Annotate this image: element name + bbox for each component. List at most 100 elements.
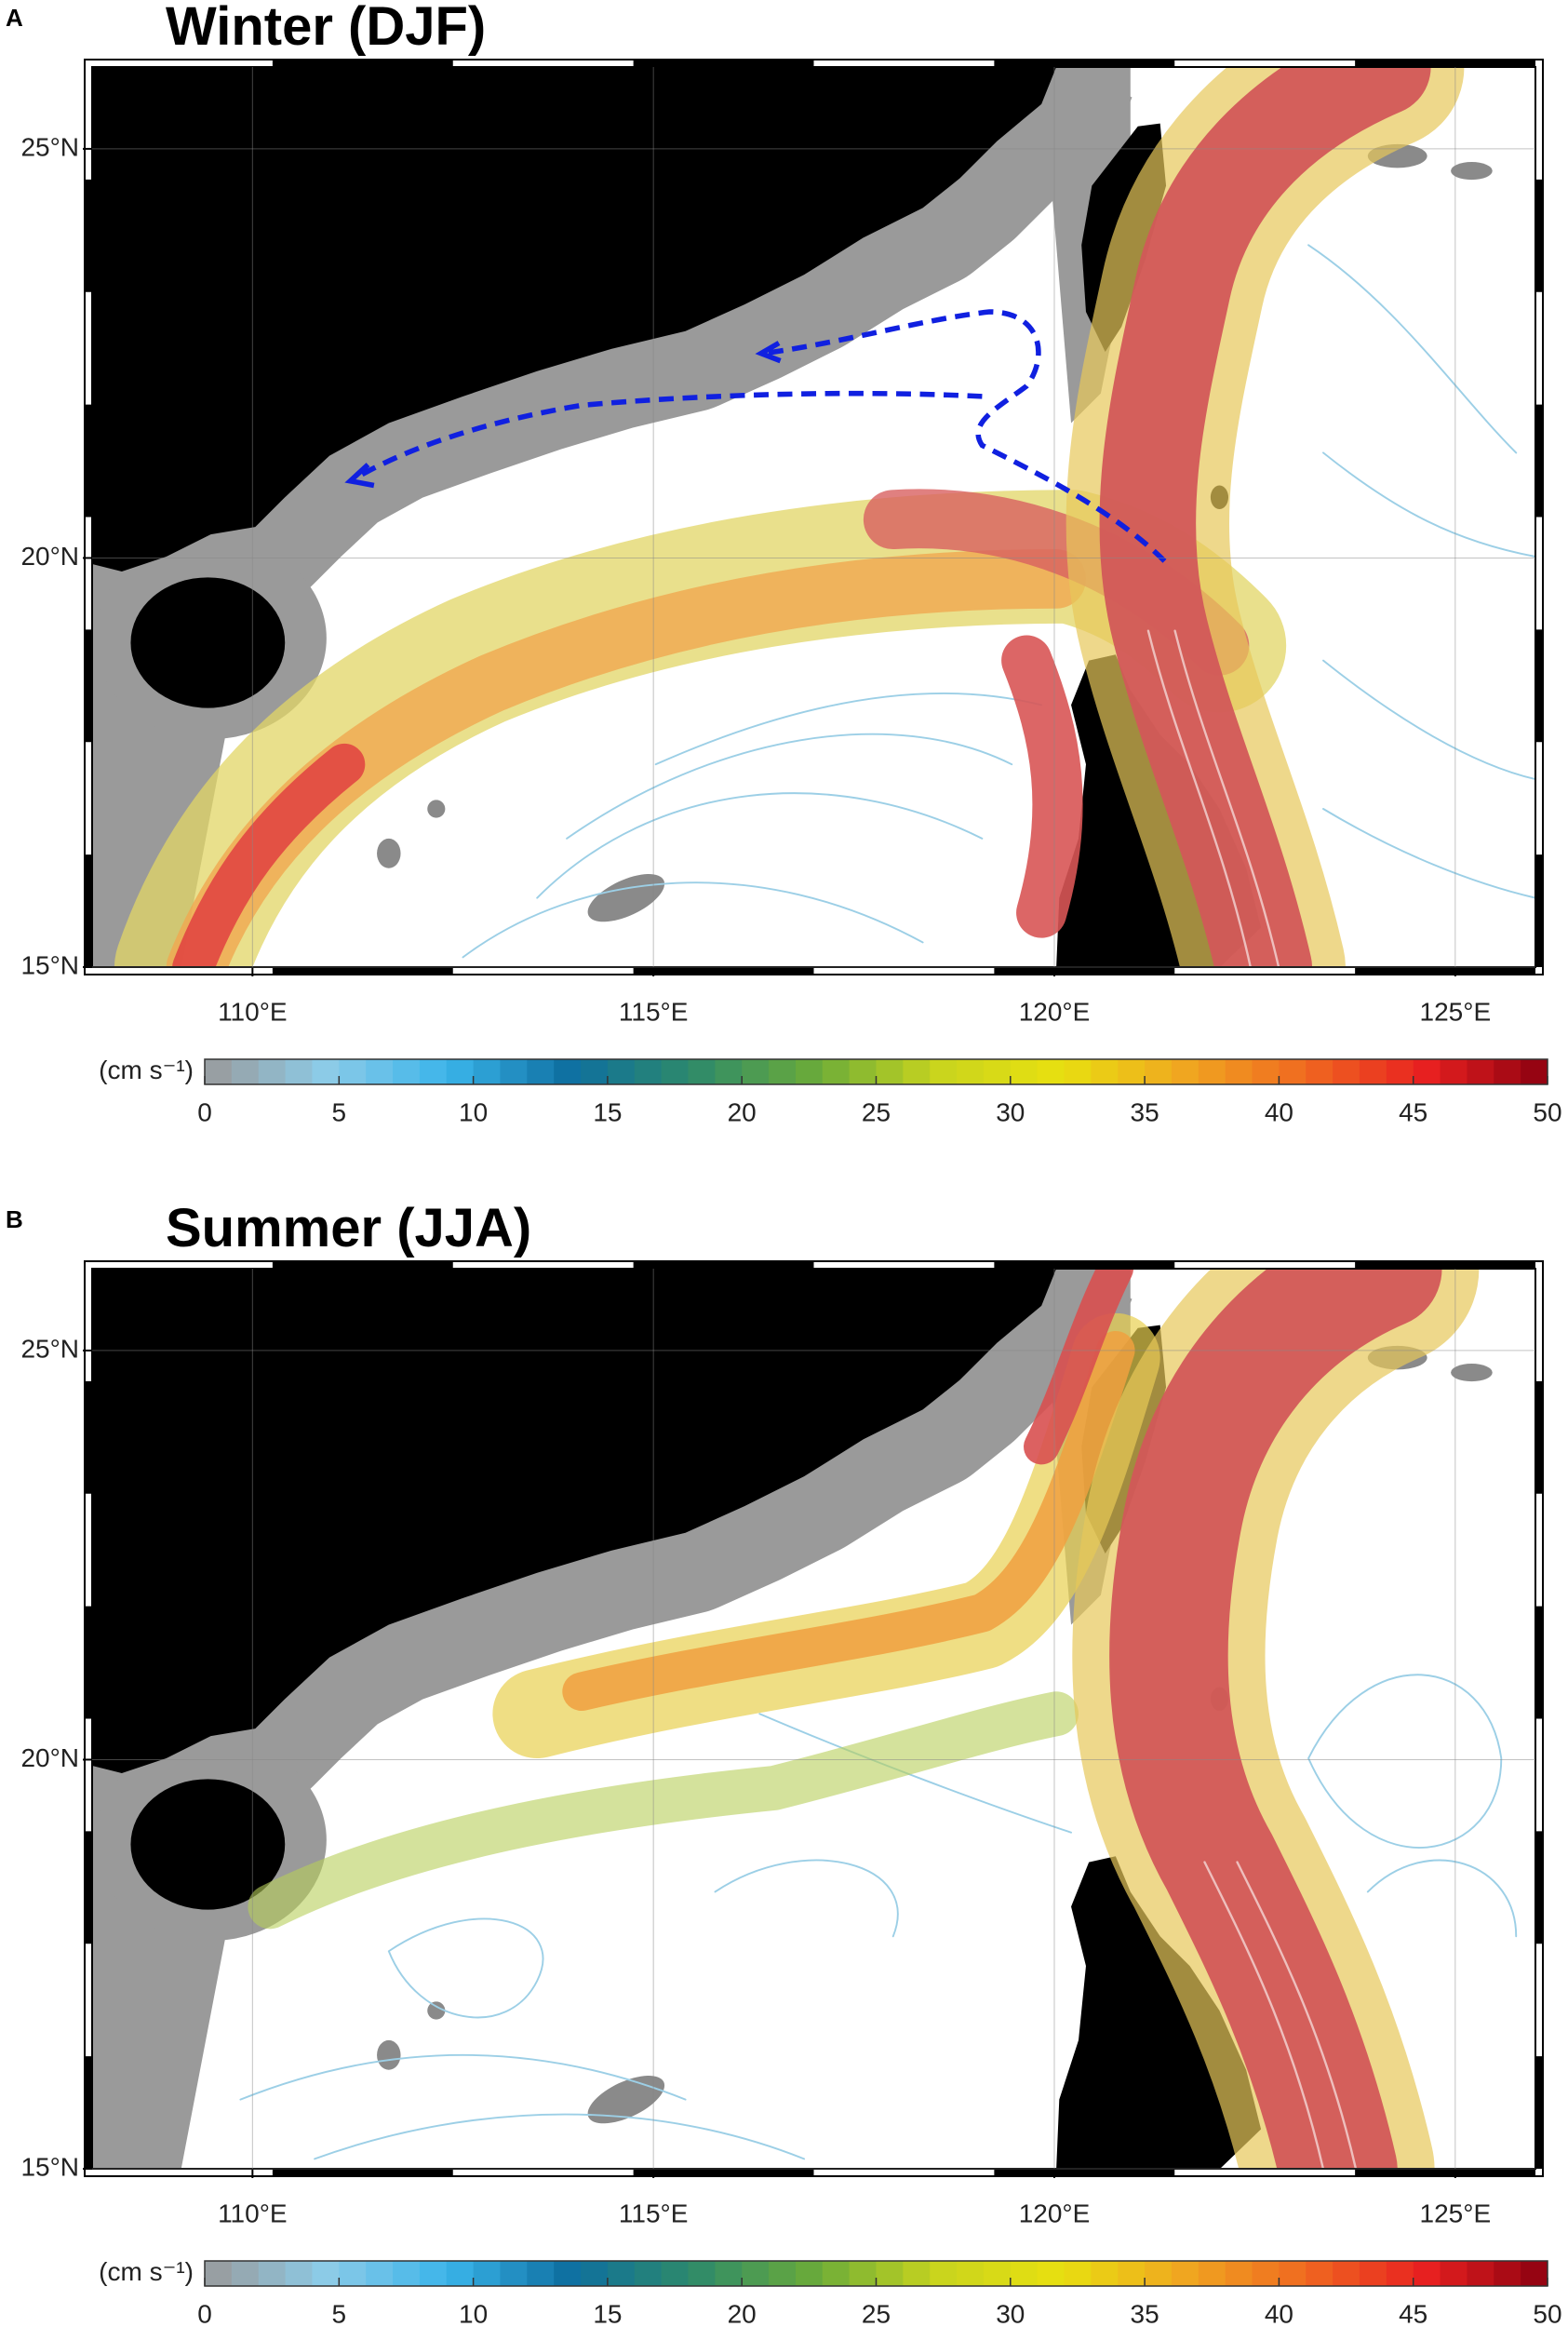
border-block [994,967,1175,975]
colorbar-segment [419,2261,448,2286]
colorbar-unit: (cm s⁻¹) [99,1056,194,1084]
map [92,67,1535,968]
border-block [1535,179,1543,292]
colorbar-segment [339,2261,367,2286]
panel-title: Winter (DJF) [166,0,486,57]
colorbar-segment [205,1059,233,1084]
colorbar-segment [1494,1059,1521,1084]
map [92,1269,1535,2170]
colorbar-unit: (cm s⁻¹) [99,2257,194,2286]
colorbar-segment [1467,2261,1494,2286]
colorbar-tick-label: 30 [996,2299,1025,2327]
colorbar-segment [876,2261,904,2286]
colorbar-segment [1118,2261,1146,2286]
colorbar-segment [554,2261,582,2286]
colorbar-segment [1010,2261,1039,2286]
colorbar-segment [1413,2261,1441,2286]
border-block [1535,1380,1543,1494]
colorbar-segment [1359,1059,1387,1084]
colorbar-tick-label: 5 [332,1097,347,1126]
colorbar-segment [393,1059,421,1084]
colorbar-segment [607,2261,636,2286]
colorbar-tick-label: 5 [332,2299,347,2327]
border-block [85,1606,92,1719]
border-block [272,2169,453,2176]
border-block [1355,1261,1535,1269]
border-block [1355,60,1535,67]
colorbar-segment [1091,2261,1119,2286]
colorbar-segment [1521,2261,1548,2286]
colorbar-segment [1440,2261,1467,2286]
colorbar-segment [1494,2261,1521,2286]
y-tick-label: 25°N [20,1334,79,1363]
border-block [994,1261,1175,1269]
colorbar-segment [688,1059,716,1084]
colorbar-segment [849,2261,877,2286]
colorbar-segment [1145,1059,1173,1084]
colorbar-segment [1225,2261,1253,2286]
colorbar-segment [1333,1059,1360,1084]
schematic-arrow [344,309,1167,563]
colorbar-tick-label: 15 [593,1097,622,1126]
colorbar-segment [661,2261,689,2286]
colorbar-segment [500,2261,528,2286]
border-block [994,60,1175,67]
colorbar-segment [1225,1059,1253,1084]
colorbar-segment [607,1059,636,1084]
x-tick-label: 125°E [1420,997,1492,1026]
colorbar-segment [930,1059,958,1084]
colorbar-segment [769,2261,797,2286]
border-block [85,854,92,967]
colorbar-tick-label: 50 [1533,2299,1561,2327]
colorbar-segment [903,2261,931,2286]
colorbar-segment [1145,2261,1173,2286]
colorbar-tick-label: 35 [1131,2299,1159,2327]
colorbar-tick-label: 20 [728,2299,757,2327]
border-block [272,967,453,975]
colorbar-segment [903,1059,931,1084]
border-block [633,967,814,975]
colorbar-segment [393,2261,421,2286]
colorbar-segment [1171,2261,1199,2286]
colorbar-segment [1198,1059,1226,1084]
colorbar-segment [634,2261,663,2286]
x-tick-label: 120°E [1019,2199,1091,2227]
colorbar-segment [473,1059,501,1084]
colorbar-segment [1118,1059,1146,1084]
colorbar-segment [1413,1059,1441,1084]
colorbar-segment [822,1059,851,1084]
colorbar-segment [581,1059,609,1084]
panel: B Summer (JJA) 110°E 115°E 120°E 125°E 15°N 2… [6,1198,1562,2327]
colorbar-segment [634,1059,663,1084]
border-block [85,1831,92,1944]
colorbar-tick-label: 40 [1265,2299,1293,2327]
colorbar-segment [1333,2261,1360,2286]
colorbar-segment [795,2261,824,2286]
colorbar-segment [231,2261,260,2286]
border-block [85,1380,92,1494]
colorbar-segment [1306,1059,1333,1084]
border-block [1355,2169,1535,2176]
colorbar-segment [661,1059,689,1084]
colorbar-tick-label: 10 [459,1097,488,1126]
border-block [85,2056,92,2169]
colorbar-segment [285,2261,313,2286]
colorbar-tick-label: 45 [1399,1097,1427,1126]
colorbar-segment [1010,1059,1039,1084]
border-block [633,2169,814,2176]
colorbar-segment [500,1059,528,1084]
y-tick-label: 20°N [20,1743,79,1772]
border-block [633,1261,814,1269]
colorbar-tick-label: 20 [728,1097,757,1126]
colorbar-segment [715,2261,743,2286]
colorbar-segment [473,2261,501,2286]
x-tick-label: 110°E [218,997,288,1026]
border-block [85,179,92,292]
colorbar-tick-label: 40 [1265,1097,1293,1126]
colorbar-segment [1467,1059,1494,1084]
colorbar-segment [715,1059,743,1084]
colorbar-segment [258,1059,287,1084]
border-block [1535,854,1543,967]
colorbar-tick-label: 50 [1533,1097,1561,1126]
y-tick-label: 15°N [20,2152,79,2181]
